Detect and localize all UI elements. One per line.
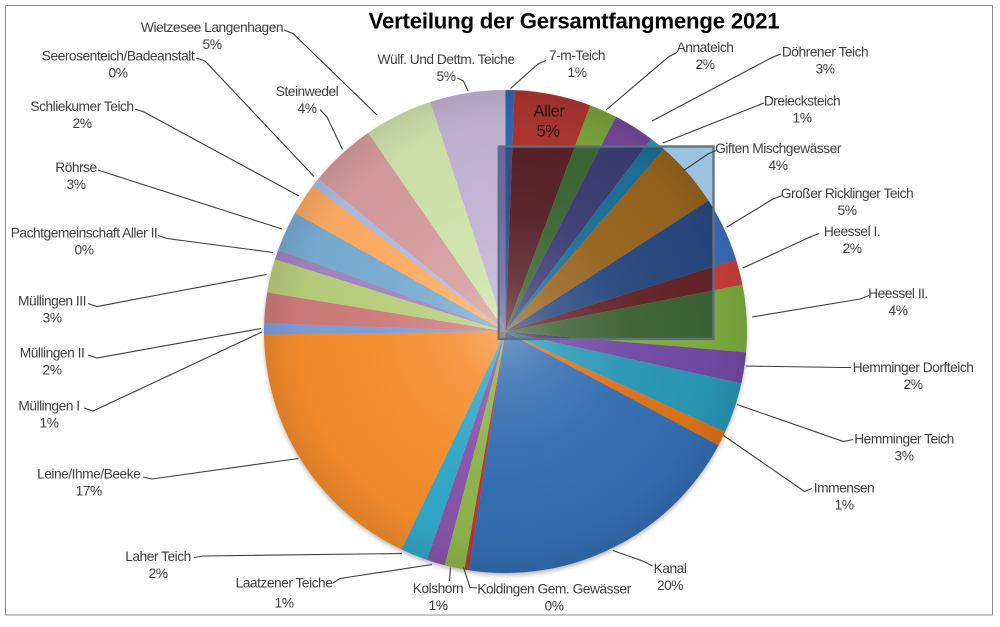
svg-text:Aller: Aller (533, 103, 565, 121)
svg-text:7-m-Teich: 7-m-Teich (549, 48, 605, 63)
svg-text:1%: 1% (40, 415, 59, 430)
svg-text:Verteilung der Gersamtfangmeng: Verteilung der Gersamtfangmenge 2021 (369, 9, 780, 34)
svg-text:0%: 0% (109, 65, 128, 80)
svg-text:Laatzener Teiche: Laatzener Teiche (236, 575, 334, 590)
svg-text:Leine/Ihme/Beeke: Leine/Ihme/Beeke (37, 466, 141, 481)
svg-text:5%: 5% (437, 69, 456, 84)
svg-text:4%: 4% (889, 303, 908, 318)
svg-text:Hemminger Teich: Hemminger Teich (854, 431, 954, 446)
svg-text:1%: 1% (275, 595, 294, 610)
svg-text:Seerosenteich/Badeanstalt: Seerosenteich/Badeanstalt (42, 48, 195, 63)
svg-text:Annateich: Annateich (677, 40, 734, 55)
svg-text:3%: 3% (67, 177, 86, 192)
svg-text:3%: 3% (816, 61, 835, 76)
svg-text:2%: 2% (843, 241, 862, 256)
svg-text:Koldingen Gem. Gewässer: Koldingen Gem. Gewässer (477, 581, 631, 596)
svg-text:Döhrener Teich: Döhrener Teich (782, 44, 868, 59)
svg-text:2%: 2% (43, 362, 62, 377)
svg-text:5%: 5% (536, 123, 560, 141)
svg-text:Laher Teich: Laher Teich (125, 549, 191, 564)
svg-text:1%: 1% (568, 65, 587, 80)
svg-text:Müllingen II: Müllingen II (20, 345, 85, 360)
svg-text:Hemminger Dorfteich: Hemminger Dorfteich (853, 360, 974, 375)
svg-text:1%: 1% (835, 497, 854, 512)
svg-text:Heessel I.: Heessel I. (824, 224, 880, 239)
svg-text:5%: 5% (838, 203, 857, 218)
svg-text:20%: 20% (657, 578, 683, 593)
svg-text:Kanal: Kanal (654, 561, 687, 576)
svg-text:Röhrse: Röhrse (55, 160, 97, 175)
svg-text:4%: 4% (769, 158, 788, 173)
svg-text:Kolshorn: Kolshorn (413, 581, 463, 596)
svg-text:17%: 17% (76, 483, 102, 498)
svg-text:Großer Ricklinger Teich: Großer Ricklinger Teich (781, 186, 913, 201)
svg-text:2%: 2% (904, 377, 923, 392)
svg-text:Dreiecksteich: Dreiecksteich (764, 93, 840, 108)
svg-text:Müllingen I: Müllingen I (18, 398, 79, 413)
svg-text:Wülf. Und Dettm. Teiche: Wülf. Und Dettm. Teiche (378, 52, 516, 67)
svg-text:Wietzesee Langenhagen: Wietzesee Langenhagen (141, 20, 283, 35)
svg-text:5%: 5% (203, 37, 222, 52)
svg-text:2%: 2% (73, 116, 92, 131)
svg-text:Giften Mischgewässer: Giften Mischgewässer (715, 141, 842, 156)
svg-text:1%: 1% (429, 598, 448, 613)
svg-text:Immensen: Immensen (814, 480, 874, 495)
svg-text:3%: 3% (43, 310, 62, 325)
svg-text:3%: 3% (895, 448, 914, 463)
svg-text:0%: 0% (545, 598, 564, 613)
svg-text:2%: 2% (149, 566, 168, 581)
svg-text:Steinwedel: Steinwedel (276, 84, 339, 99)
svg-text:4%: 4% (298, 101, 317, 116)
svg-text:Schliekumer Teich: Schliekumer Teich (30, 99, 133, 114)
svg-text:Müllingen III: Müllingen III (18, 293, 86, 308)
svg-text:2%: 2% (696, 57, 715, 72)
svg-text:Heessel II.: Heessel II. (868, 286, 928, 301)
svg-text:Pachtgemeinschaft Aller II: Pachtgemeinschaft Aller II (11, 225, 158, 240)
svg-text:0%: 0% (75, 242, 94, 257)
svg-text:1%: 1% (793, 110, 812, 125)
